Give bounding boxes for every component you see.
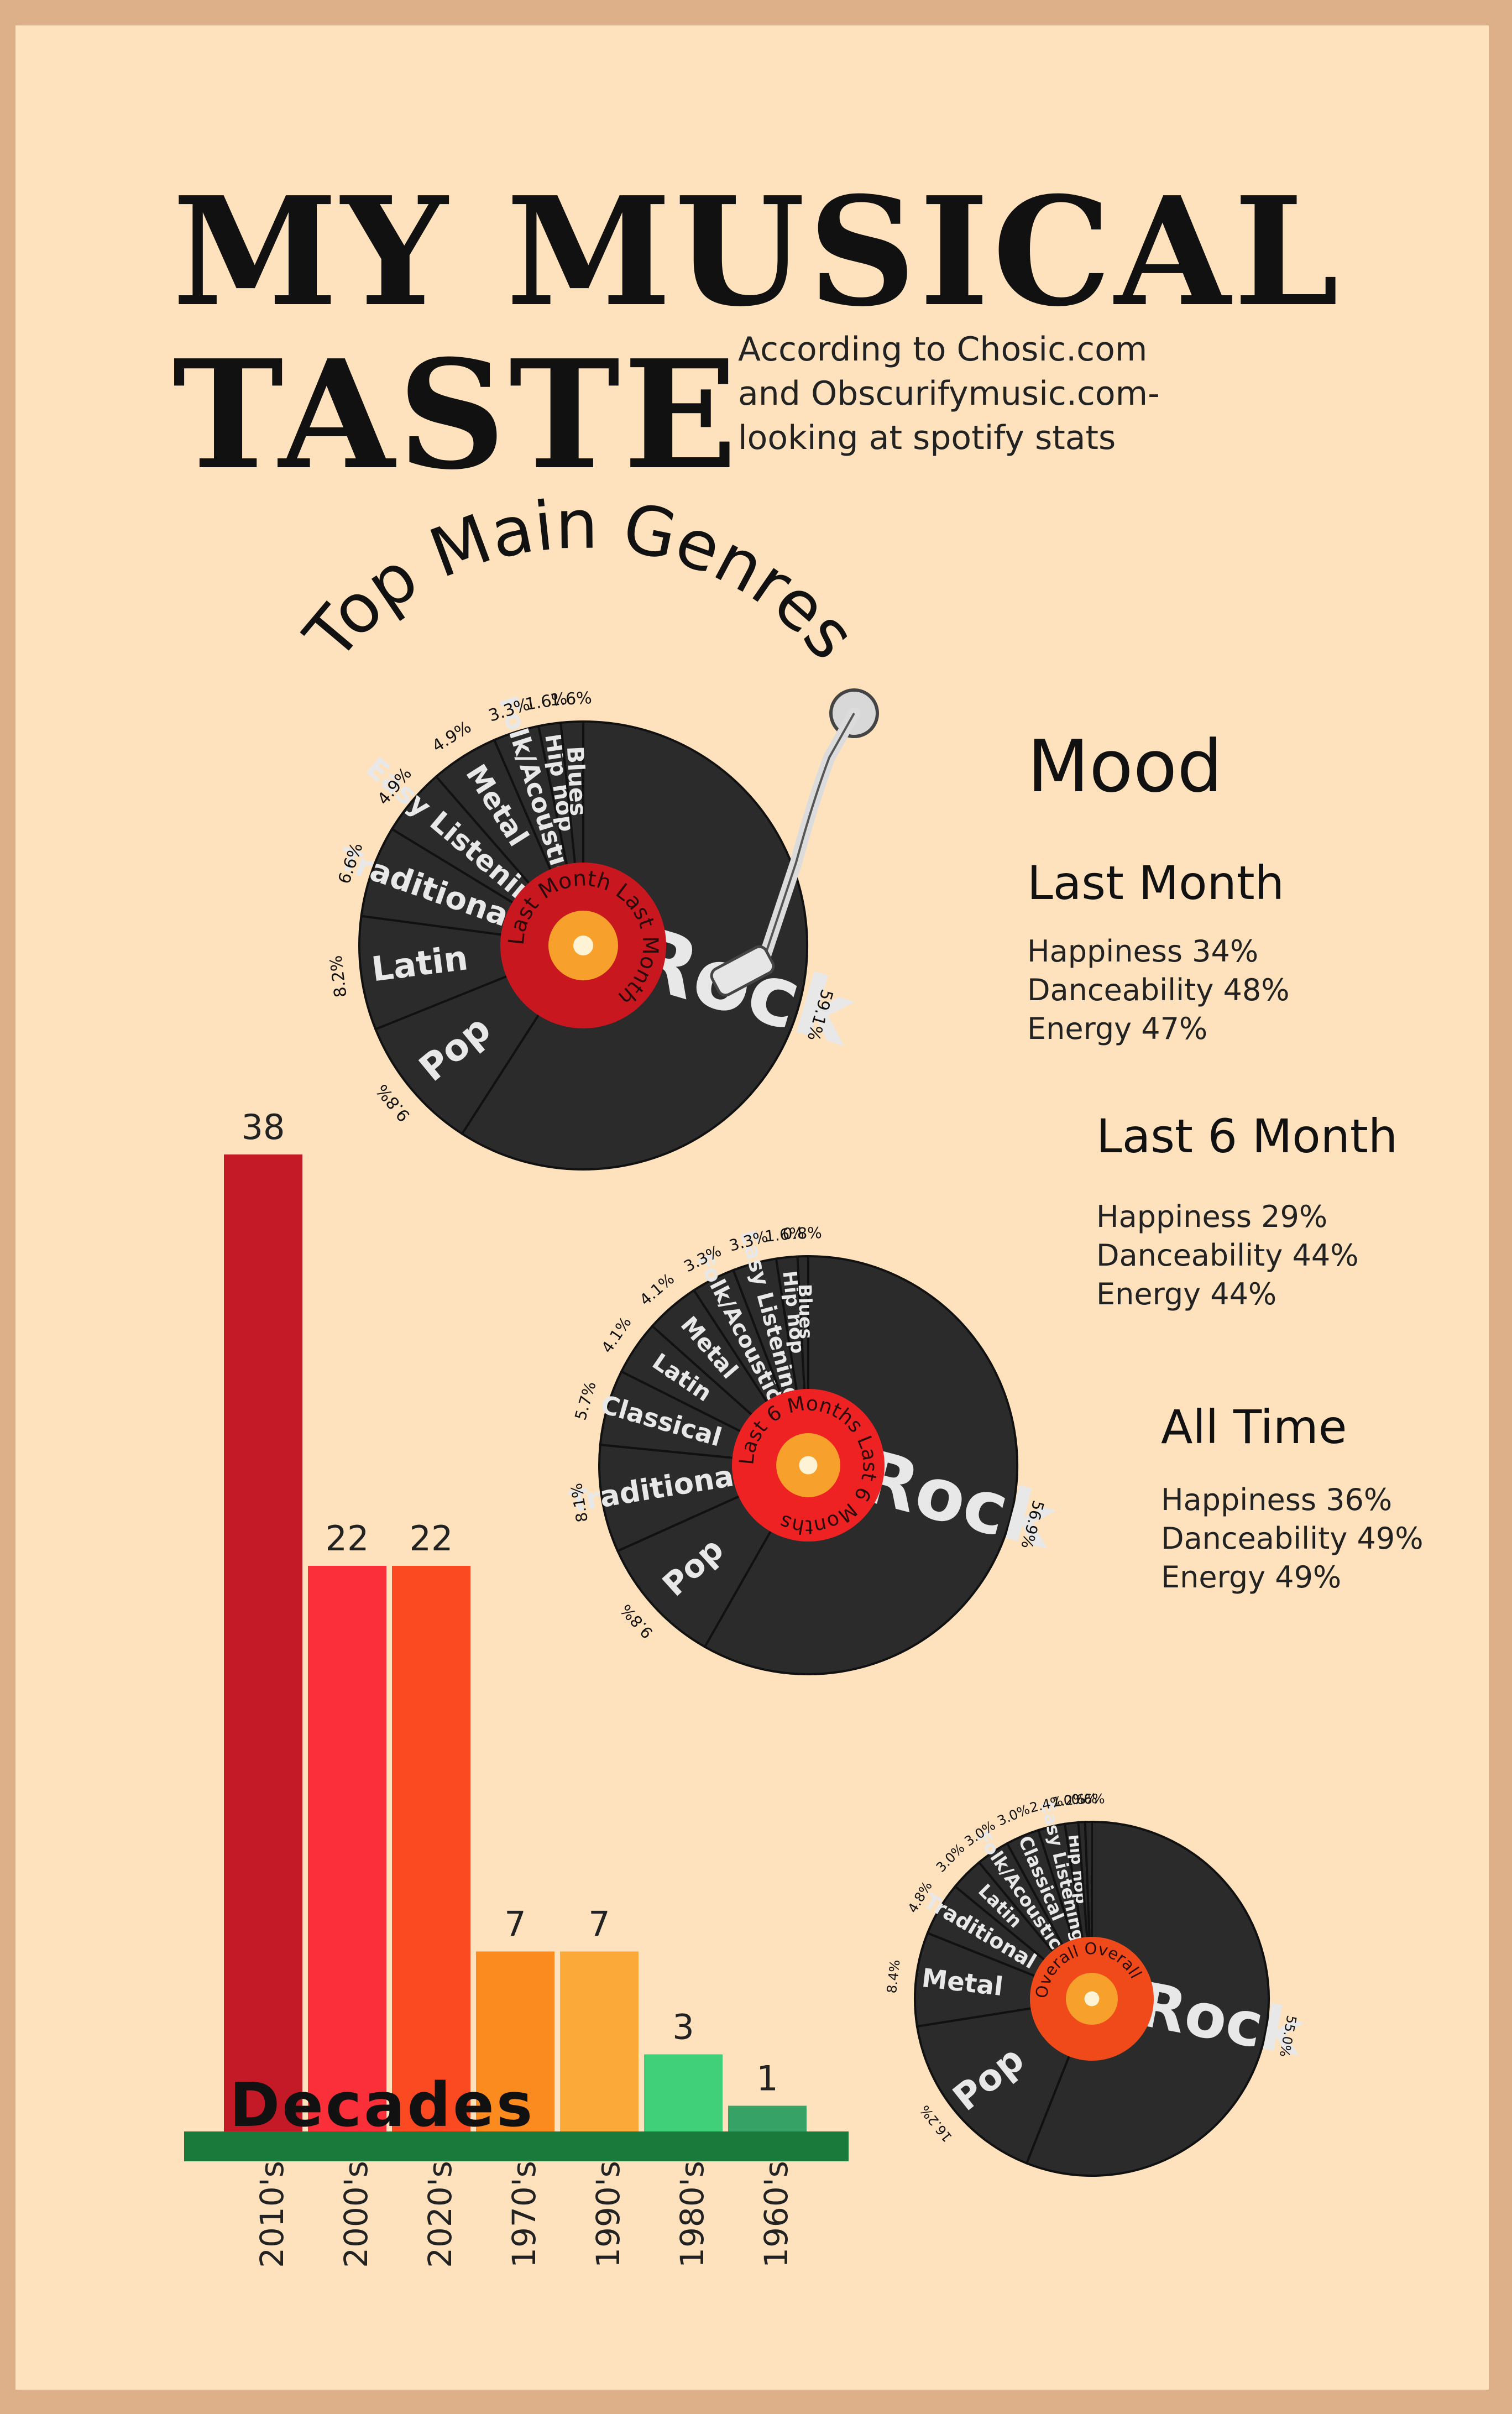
- mood-last-6-month-happiness: Happiness 29%: [1096, 1199, 1328, 1234]
- bar-1990-s: [560, 1951, 639, 2131]
- bar-2020-s: [392, 1566, 470, 2131]
- record-spindle-hole: [573, 936, 593, 955]
- bar-category-2020-s: 2020's: [421, 2161, 459, 2268]
- mood-last-month-label: Last Month: [1027, 856, 1284, 910]
- tonearm-outline: [762, 713, 855, 963]
- record-last-month: Rock59.1%Pop9.8%Latin8.2%Traditional6.6%…: [326, 688, 866, 1171]
- genres-title-path: Top Main Genres: [290, 485, 871, 675]
- pie-percent-blues: 1.6%: [550, 688, 593, 710]
- pie-percent-hip-hop: 1.6%: [764, 1224, 805, 1246]
- pie-percent-latin: 4.1%: [598, 1314, 635, 1356]
- tonearm-headshell: [710, 945, 775, 997]
- bar-value-2020-s: 22: [410, 1518, 453, 1559]
- pie-percent-hip-hop: 1.2%: [1051, 1791, 1087, 1810]
- bar-category-2000-s: 2000's: [337, 2161, 375, 2268]
- pie-percent-slice-9: 0.6%: [1063, 1791, 1097, 1808]
- bar-category-1990-s: 1990's: [589, 2161, 627, 2268]
- mood-last-6-month-energy: Energy 44%: [1096, 1277, 1277, 1311]
- subtitle-line-2: and Obscurifymusic.com-: [738, 374, 1160, 413]
- mood-all-time-stats: Happiness 36% Danceability 49% Energy 49…: [1161, 1481, 1424, 1597]
- record-overall: Rock55.0%Pop16.2%Metal8.4%Traditional4.8…: [884, 1791, 1310, 2177]
- title-line-2: TASTE: [172, 327, 741, 503]
- mood-heading: Mood: [1027, 724, 1223, 808]
- mood-all-time-label: All Time: [1161, 1400, 1347, 1454]
- mood-last-month-danceability: Danceability 48%: [1027, 973, 1290, 1007]
- mood-last-6-month-stats: Happiness 29% Danceability 44% Energy 44…: [1096, 1198, 1359, 1314]
- bar-value-1990-s: 7: [588, 1904, 610, 1945]
- decades-chart: 38 2010's 22 2000's 22 2020's 7 1970's 7 1990's 3 1…: [184, 1107, 849, 2268]
- subtitle: According to Chosic.com and Obscurifymus…: [738, 327, 1160, 460]
- pie-percent-classical: 3.0%: [995, 1801, 1032, 1829]
- mood-last-month-happiness: Happiness 34%: [1027, 934, 1259, 969]
- pie-percent-blues: 0.8%: [782, 1224, 822, 1243]
- pie-percent-slice-10: 0.6%: [1071, 1791, 1105, 1807]
- subtitle-line-1: According to Chosic.com: [738, 330, 1148, 369]
- pie-percent-latin: 3.0%: [933, 1841, 968, 1875]
- bar-category-1960-s: 1960's: [757, 2161, 795, 2268]
- mood-all-time-energy: Energy 49%: [1161, 1560, 1342, 1595]
- genres-title: Top Main Genres: [290, 485, 871, 675]
- bar-1970-s: [476, 1951, 554, 2131]
- record-last-6-months: Rock56.9%Pop9.8%Traditional8.1%Classical…: [567, 1224, 1065, 1675]
- bar-value-2000-s: 22: [326, 1518, 369, 1559]
- bar-chart-title: Decades: [229, 2070, 535, 2140]
- bar-value-2010-s: 38: [242, 1107, 285, 1147]
- mood-last-month-stats: Happiness 34% Danceability 48% Energy 47…: [1027, 932, 1290, 1048]
- pie-label-blues: Blues: [794, 1284, 817, 1340]
- record-spindle-hole: [1084, 1991, 1100, 2007]
- bar-value-1970-s: 7: [504, 1904, 526, 1945]
- pie-percent-metal: 4.1%: [636, 1269, 678, 1309]
- bar-value-1960-s: 1: [756, 2058, 778, 2099]
- bar-category-2010-s: 2010's: [253, 2161, 291, 2268]
- pie-percent-pop: 16.2%: [917, 2102, 955, 2145]
- tonearm: [710, 688, 879, 997]
- mood-last-6-month-danceability: Danceability 44%: [1096, 1238, 1359, 1273]
- pie-percent-metal: 8.4%: [884, 1959, 903, 1994]
- pie-percent-pop: 9.8%: [373, 1080, 415, 1125]
- bar-2010-s: [224, 1154, 302, 2131]
- bar-value-1980-s: 3: [672, 2007, 694, 2047]
- bar-1980-s: [644, 2054, 723, 2131]
- pie-percent-metal: 4.9%: [429, 718, 475, 756]
- record-spindle-hole: [799, 1456, 818, 1475]
- pie-percent-classical: 5.7%: [571, 1380, 599, 1423]
- bar-category-1980-s: 1980's: [673, 2161, 711, 2268]
- bar-1960-s: [728, 2105, 807, 2131]
- records-layer: Rock59.1%Pop9.8%Latin8.2%Traditional6.6%…: [326, 688, 1310, 2177]
- pie-percent-pop: 9.8%: [617, 1601, 657, 1642]
- mood-last-6-month-label: Last 6 Month: [1096, 1109, 1398, 1163]
- bar-category-1970-s: 1970's: [505, 2161, 543, 2268]
- pie-percent-latin: 8.2%: [326, 954, 350, 999]
- title-line-1: MY MUSICAL: [172, 164, 1342, 339]
- mood-all-time-happiness: Happiness 36%: [1161, 1482, 1393, 1517]
- mood-last-month-energy: Energy 47%: [1027, 1011, 1208, 1046]
- subtitle-line-3: looking at spotify stats: [738, 419, 1116, 457]
- bar-2000-s: [308, 1566, 386, 2131]
- mood-all-time-danceability: Danceability 49%: [1161, 1521, 1424, 1556]
- bar-chart-baseline: [184, 2131, 849, 2161]
- pie-label-blues: Blues: [562, 745, 592, 817]
